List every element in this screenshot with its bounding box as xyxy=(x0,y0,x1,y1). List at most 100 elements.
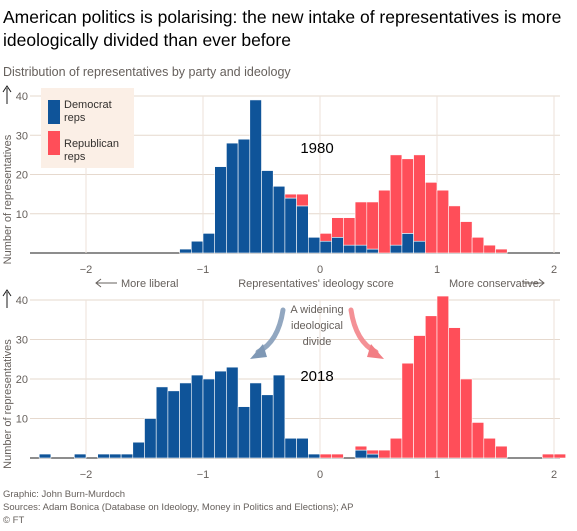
republican-bar xyxy=(401,158,414,234)
democrat-bar xyxy=(389,244,403,254)
democrat-bar xyxy=(109,453,122,459)
legend-label-democrat: Democrat xyxy=(64,99,112,111)
democrat-bar xyxy=(272,374,286,459)
x-tick-label: −2 xyxy=(80,469,93,481)
democrat-bar xyxy=(214,370,227,459)
democrat-bar xyxy=(226,366,239,459)
democrat-bar xyxy=(179,248,192,254)
democrat-bar xyxy=(307,237,321,254)
more-liberal-label: More liberal xyxy=(121,278,178,290)
democrat-bar xyxy=(296,437,309,459)
legend-label-republican: reps xyxy=(64,151,86,163)
democrat-bar xyxy=(249,382,262,459)
democrat-bar xyxy=(261,394,274,459)
x-tick-label: 2 xyxy=(551,264,557,276)
democrat-bar xyxy=(354,244,368,254)
democrat-bar xyxy=(120,453,134,459)
democrat-bar xyxy=(214,166,227,254)
x-tick-label: 0 xyxy=(317,264,323,276)
annotation-text: divide xyxy=(303,336,332,348)
x-tick-label: −2 xyxy=(80,264,93,276)
republican-bar xyxy=(331,453,344,459)
democrat-bar xyxy=(202,233,215,254)
panel-title: 1980 xyxy=(300,140,333,157)
democrat-bar xyxy=(202,378,215,459)
chart-subtitle: Distribution of representatives by party… xyxy=(3,65,291,79)
democrat-bar xyxy=(296,205,309,254)
republican-bar xyxy=(460,221,473,254)
republican-bar xyxy=(424,182,438,254)
republican-bar xyxy=(436,295,449,459)
democrat-bar xyxy=(144,418,157,459)
x-tick-label: −1 xyxy=(197,469,210,481)
x-tick-label: −1 xyxy=(197,264,210,276)
y-axis-arrow-head xyxy=(2,289,12,297)
republican-bar xyxy=(343,217,356,246)
credit-graphic: Graphic: John Burn-Murdoch xyxy=(3,489,125,500)
democrat-bar xyxy=(366,453,379,459)
legend-label-republican: Republican xyxy=(64,138,119,150)
republican-bar xyxy=(366,201,379,250)
annotation-text: A widening xyxy=(290,304,343,316)
democrat-bar xyxy=(97,453,110,459)
republican-bar xyxy=(378,449,391,459)
x-tick-label: 1 xyxy=(434,469,440,481)
republican-bar xyxy=(448,205,461,254)
credit-copyright: © FT xyxy=(3,515,25,526)
panel-title: 2018 xyxy=(300,368,333,385)
republican-bar xyxy=(331,217,344,238)
y-axis-arrow-head xyxy=(2,85,12,93)
democrat-bar xyxy=(38,453,52,459)
democrat-bar xyxy=(249,99,262,254)
x-axis-direction-labels: More liberal Representatives' ideology sc… xyxy=(95,278,545,290)
legend-swatch-republican xyxy=(48,131,60,155)
republican-bar xyxy=(413,154,426,242)
democrat-bar xyxy=(167,390,180,459)
democrat-bar xyxy=(179,382,192,459)
republican-bar xyxy=(389,437,403,459)
republican-bar xyxy=(296,193,309,207)
x-tick-label: 0 xyxy=(317,469,323,481)
democrat-bar xyxy=(354,449,368,459)
democrat-bar xyxy=(155,386,169,459)
republican-bar xyxy=(378,189,391,254)
y-axis-title: Number of representatives xyxy=(2,134,14,264)
republican-bar xyxy=(483,437,496,459)
republican-bar xyxy=(483,244,496,254)
x-axis-title: Representatives' ideology score xyxy=(238,278,394,290)
democrat-bar xyxy=(237,406,251,459)
republican-bar xyxy=(460,378,473,459)
chart-title: American politics is polarising: the new… xyxy=(3,7,562,50)
democrat-bar xyxy=(331,237,344,254)
y-tick-label: 20 xyxy=(16,170,28,182)
democrat-bar xyxy=(226,142,239,254)
y-tick-label: 40 xyxy=(16,295,28,307)
republican-bar xyxy=(553,453,566,459)
panel-2018: 10 20 30 40 Number of representatives −2 −1 0 1 2… xyxy=(2,289,566,481)
republican-bar xyxy=(413,335,426,459)
republican-bar xyxy=(495,445,508,459)
credit-sources: Sources: Adam Bonica (Database on Ideolo… xyxy=(3,502,354,513)
democrat-bar xyxy=(261,170,274,254)
republican-bar xyxy=(389,154,403,246)
democrat-bar xyxy=(284,197,297,254)
republican-bar xyxy=(354,445,368,451)
democrat-bar xyxy=(319,240,332,254)
democrat-bar xyxy=(74,453,87,459)
right-curved-arrow-head xyxy=(367,344,384,359)
republican-bar xyxy=(495,248,508,254)
democrat-bar xyxy=(307,453,321,459)
y-tick-label: 30 xyxy=(16,335,28,347)
republican-bar xyxy=(424,315,438,459)
y-axis-title: Number of representatives xyxy=(2,339,14,469)
y-tick-label: 30 xyxy=(16,130,28,142)
more-conservative-label: More conservative xyxy=(449,278,539,290)
democrat-bar xyxy=(366,248,379,254)
democrat-bar xyxy=(272,185,286,254)
x-tick-label: 1 xyxy=(434,264,440,276)
left-arrow-head xyxy=(95,278,102,288)
republican-bar xyxy=(436,189,449,254)
republican-bar xyxy=(448,327,461,459)
democrat-bar xyxy=(343,244,356,254)
